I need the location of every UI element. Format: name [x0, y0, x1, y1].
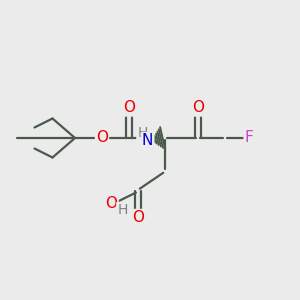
Text: N: N — [142, 133, 153, 148]
Text: O: O — [132, 210, 144, 225]
Text: H: H — [117, 203, 128, 217]
Text: O: O — [96, 130, 108, 146]
Text: O: O — [123, 100, 135, 116]
Text: O: O — [106, 196, 118, 211]
Text: H: H — [137, 127, 148, 140]
Text: F: F — [244, 130, 253, 146]
Text: O: O — [192, 100, 204, 116]
